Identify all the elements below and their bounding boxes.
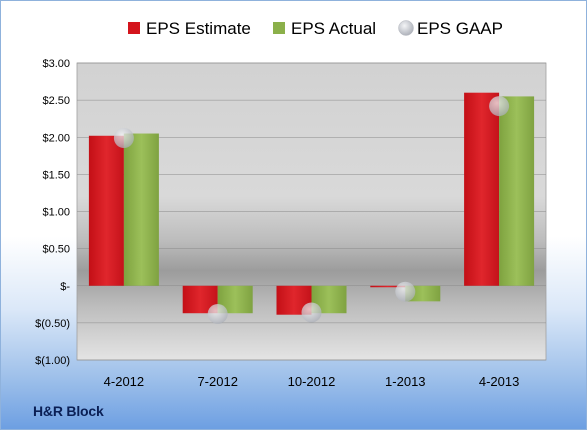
- gaap-marker: [395, 281, 416, 302]
- category-label: 4-2012: [104, 374, 144, 389]
- legend-swatch: [273, 22, 285, 34]
- company-name: H&R Block: [33, 403, 104, 419]
- y-tick-label: $3.00: [42, 58, 70, 70]
- y-axis-ticks: $3.00 $2.50 $2.00 $1.50 $1.00 $0.50 $- $(0.50) $…: [35, 58, 70, 367]
- y-tick-label: $1.00: [42, 207, 70, 219]
- legend: EPS Estimate EPS Actual EPS GAAP: [128, 19, 503, 38]
- estimate-bar: [88, 135, 124, 286]
- legend-label: EPS Estimate: [146, 19, 251, 38]
- gaap-marker: [113, 127, 134, 148]
- estimate-bar: [370, 285, 406, 288]
- gaap-marker: [301, 302, 322, 323]
- y-tick-label: $2.50: [42, 95, 70, 107]
- gaap-marker: [489, 96, 510, 117]
- legend-swatch: [398, 20, 414, 36]
- gaap-marker: [207, 303, 228, 324]
- gaap-markers: [113, 96, 510, 324]
- category-label: 4-2013: [479, 374, 519, 389]
- legend-label: EPS Actual: [291, 19, 376, 38]
- y-tick-label: $-: [60, 281, 70, 293]
- y-tick-label: $1.50: [42, 169, 70, 181]
- x-axis-categories: 4-2012 7-2012 10-2012 1-2013 4-2013: [104, 374, 520, 389]
- legend-label: EPS GAAP: [417, 19, 503, 38]
- category-label: 10-2012: [288, 374, 336, 389]
- y-tick-label: $(0.50): [35, 318, 70, 330]
- y-tick-label: $2.00: [42, 132, 70, 144]
- category-label: 1-2013: [385, 374, 425, 389]
- y-tick-label: $0.50: [42, 244, 70, 256]
- actual-bar: [499, 96, 535, 286]
- actual-bar: [123, 133, 159, 286]
- legend-swatch: [128, 22, 140, 34]
- bars: [88, 92, 535, 315]
- y-tick-label: $(1.00): [35, 355, 70, 367]
- estimate-bar: [464, 92, 500, 286]
- category-label: 7-2012: [197, 374, 237, 389]
